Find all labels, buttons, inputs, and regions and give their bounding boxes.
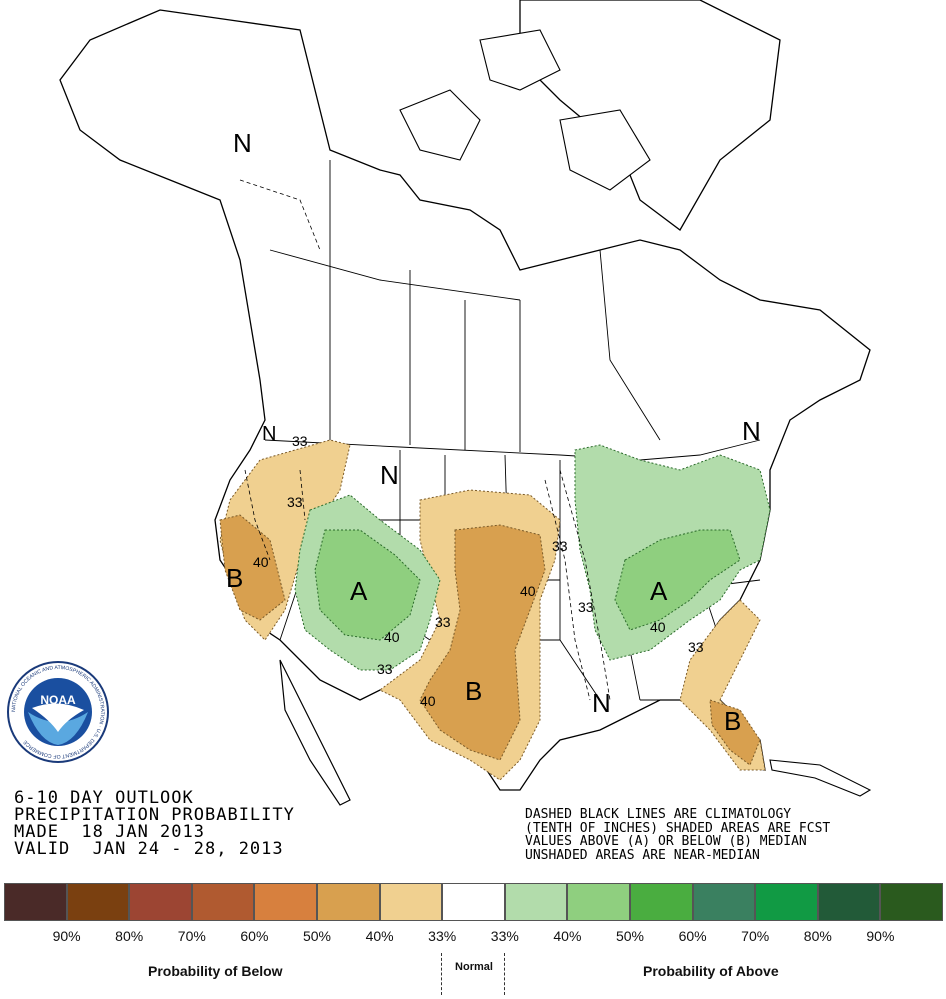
contour-40-ohio: 40 [650,619,666,635]
legend-tick-12: 80% [803,928,832,944]
contour-33-missouri: 33 [578,599,594,615]
map-notes: DASHED BLACK LINES ARE CLIMATOLOGY (TENT… [525,808,945,862]
noaa-logo: NOAA NATIONAL OCEANIC AND ATMOSPHERIC AD… [7,661,109,763]
legend-tick-8: 40% [553,928,582,944]
legend-tick-6: 33% [428,928,457,944]
legend-tick-13: 90% [866,928,895,944]
label-n-northwest: N [262,423,276,445]
label-b-texas: B [465,676,482,706]
title-line-4: VALID JAN 24 - 28, 2013 [14,839,284,859]
contour-33-kansas: 33 [435,614,451,630]
legend-swatch-11 [692,883,756,921]
below-median-areas [219,439,766,781]
contour-33-iowa: 33 [552,538,568,554]
legend-tick-9: 50% [615,928,645,944]
legend-tick-3: 60% [240,928,269,944]
map-labels: N N N N N A A B B B 33 33 40 40 33 33 40… [226,128,761,736]
legend-swatch-7 [442,883,505,921]
title-line-1: 6-10 DAY OUTLOOK [14,788,194,808]
label-a-rockies: A [350,576,368,606]
note-line-2: (TENTH OF INCHES) SHADED AREAS ARE FCST [525,820,831,836]
greenland-outline [519,0,781,231]
label-n-alaska: N [233,128,252,158]
contour-33-georgia: 33 [688,639,704,655]
legend-normal-box: Normal [441,953,505,995]
contour-33-arizona: 33 [377,661,393,677]
above-median-areas [294,444,771,671]
probability-legend-ticks: 90% 80% 70% 60% 50% 40% 33% 33% 40% 50% 60% 70% 80% 9… [0,928,946,948]
legend-below-label: Probability of Below [148,963,283,979]
legend-swatch-4 [254,883,317,921]
outlook-title-block: 6-10 DAY OUTLOOK PRECIPITATION PROBABILI… [14,790,295,858]
precipitation-map: N N N N N A A B B B 33 33 40 40 33 33 40… [59,0,872,806]
legend-swatch-13 [817,883,881,921]
legend-swatch-10 [629,883,693,921]
title-line-3: MADE 18 JAN 2013 [14,822,205,842]
legend-swatch-5 [316,883,380,921]
legend-swatch-1 [66,883,130,921]
probability-legend-bar [4,883,943,921]
noaa-logo-text: NOAA [40,693,76,707]
label-n-northeast: N [742,416,761,446]
legend-swatch-0 [4,883,67,921]
legend-tick-5: 40% [365,928,394,944]
legend-swatch-6 [379,883,443,921]
contour-40-utah: 40 [384,629,400,645]
below-40-central [419,524,546,761]
label-n-plains: N [380,460,399,490]
legend-tick-1: 80% [115,928,144,944]
contour-40-plains: 40 [520,583,536,599]
legend-above-label: Probability of Above [643,963,779,979]
legend-tick-2: 70% [177,928,206,944]
legend-swatch-8 [504,883,568,921]
legend-normal-label: Normal [455,961,493,973]
legend-swatch-3 [191,883,255,921]
contour-40-nm: 40 [420,693,436,709]
arctic-islands-outline [399,29,651,191]
below-40-southeast [709,699,761,766]
legend-swatch-2 [129,883,192,921]
above-40-rockies [314,529,421,641]
contour-40-california: 40 [253,554,269,570]
legend-tick-10: 60% [678,928,707,944]
label-n-gulf: N [592,688,611,718]
climatology-lines [239,179,611,701]
legend-swatch-12 [755,883,818,921]
note-line-4: UNSHADED AREAS ARE NEAR-MEDIAN [525,847,760,862]
legend-tick-7: 33% [490,928,519,944]
note-line-3: VALUES ABOVE (A) OR BELOW (B) MEDIAN [525,834,807,849]
above-40-east [614,529,741,631]
cuba-outline [769,759,872,797]
label-b-florida: B [724,706,741,736]
legend-tick-0: 90% [52,928,81,944]
legend-tick-4: 50% [302,928,332,944]
note-line-1: DASHED BLACK LINES ARE CLIMATOLOGY [525,808,792,822]
contour-33-oregon: 33 [287,494,303,510]
legend-tick-11: 70% [741,928,770,944]
label-b-california: B [226,563,243,593]
baja-california-outline [279,659,351,806]
legend-swatch-9 [567,883,630,921]
legend-swatch-14 [880,883,943,921]
below-40-west [219,514,286,621]
contour-33-nw: 33 [292,433,308,449]
label-a-ohio: A [650,576,668,606]
title-line-2: PRECIPITATION PROBABILITY [14,805,295,825]
